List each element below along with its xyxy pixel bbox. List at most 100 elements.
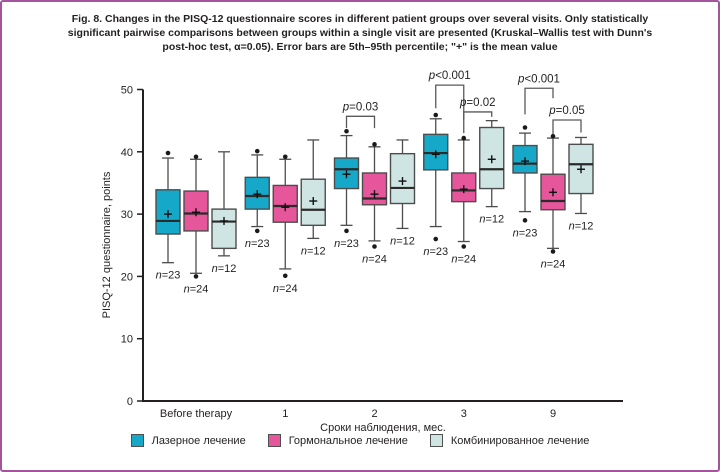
box-group-laser-0: n=23	[155, 150, 181, 282]
bracket-path	[345, 115, 376, 129]
legend-label-laser: Лазерное лечение	[151, 434, 246, 447]
series-combined: n=12 n=12 n=12 n=12 n=12	[211, 120, 594, 275]
n-label: n=12	[301, 245, 326, 257]
box-group-hormonal-3: n=24	[451, 135, 477, 265]
y-axis-title: PISQ-12 questionnaire, points	[101, 171, 113, 318]
x-tick-label: 1	[282, 408, 288, 420]
n-label: n=24	[451, 253, 476, 265]
y-tick-label: 30	[121, 209, 133, 221]
box-group-combined-2: n=12	[389, 139, 416, 247]
outlier-dot	[372, 142, 377, 147]
outlier-dot	[344, 228, 349, 234]
legend-item-laser: Лазерное лечение	[130, 434, 246, 447]
p-value-label: p=0.05	[548, 105, 585, 117]
x-tick-label: 9	[550, 408, 556, 420]
box-group-laser-3: n=23	[423, 112, 449, 258]
n-label: n=12	[212, 263, 237, 275]
outlier-dot	[254, 148, 260, 154]
outlier-dot	[344, 128, 349, 134]
legend-label-combined: Комбинированное лечение	[450, 434, 590, 447]
outlier-dot	[522, 125, 528, 130]
legend-swatch-combined	[429, 434, 443, 447]
n-label: n=12	[569, 220, 594, 232]
box-group-combined-4: n=12	[568, 136, 594, 232]
axes: 0 10 20 30 40 50 PISQ-12 questionnaire, points…	[101, 85, 623, 434]
x-tick-label: Before therapy	[160, 408, 233, 420]
box	[361, 172, 388, 206]
outlier-dot	[254, 228, 260, 234]
significance-bracket: p=0.03	[342, 101, 379, 129]
outlier-dot	[433, 112, 439, 118]
outlier-dot	[461, 135, 467, 141]
n-label: n=12	[479, 214, 504, 226]
significance-bracket: p=0.05	[548, 105, 585, 135]
box-group-hormonal-2: n=24	[361, 142, 388, 265]
n-label: n=24	[184, 283, 209, 295]
n-label: n=23	[513, 227, 538, 239]
significance-bracket: p<0.001	[517, 73, 560, 115]
x-axis-title: Сроки наблюдения, мес.	[320, 422, 446, 434]
caption-line-3: post-hoc test, α=0.05). Error bars are 5…	[162, 41, 558, 53]
n-label: n=24	[273, 283, 298, 295]
y-tick-label: 50	[121, 85, 133, 97]
caption-line-1: Fig. 8. Changes in the PISQ-12 questionn…	[71, 13, 649, 25]
legend-item-combined: Комбинированное лечение	[429, 434, 590, 447]
n-label: n=12	[390, 235, 415, 247]
outlier-dot	[282, 273, 288, 279]
legend-swatch-hormonal	[267, 434, 281, 447]
n-label: n=23	[423, 246, 448, 258]
significance-bracket: p=0.02	[459, 97, 496, 134]
outlier-dot	[550, 249, 556, 254]
box-group-hormonal-1: n=24	[272, 154, 298, 295]
outlier-dot	[461, 244, 467, 249]
bracket-path	[552, 119, 582, 135]
outlier-dot	[522, 218, 528, 223]
x-tick-label: 3	[461, 408, 467, 420]
outlier-dot	[282, 154, 288, 160]
n-label: n=24	[362, 253, 387, 265]
box-group-combined-1: n=12	[300, 139, 326, 257]
p-value-label: p<0.001	[517, 73, 560, 85]
n-label: n=24	[541, 258, 566, 270]
figure-caption: Fig. 8. Changes in the PISQ-12 questionn…	[0, 12, 720, 54]
box	[211, 208, 237, 250]
outlier-dot	[433, 236, 439, 242]
significance-bracket: p<0.001	[428, 70, 471, 120]
chart-legend: Лазерное лечение Гормональное лечение Ко…	[0, 434, 720, 447]
box-group-combined-3: n=12	[479, 120, 505, 226]
box-group-laser-2: n=23	[333, 128, 360, 250]
bracket-path	[435, 84, 465, 120]
y-tick-label: 20	[121, 271, 133, 283]
y-tick-label: 0	[127, 396, 133, 408]
box-group-combined-0: n=12	[211, 151, 237, 275]
outlier-dot	[193, 154, 199, 160]
series-laser: n=23 n=23 n=23 n=23 n=23	[155, 112, 538, 282]
outlier-dot	[372, 244, 377, 249]
x-tick-label: 2	[371, 408, 377, 420]
box-group-hormonal-0: n=24	[183, 154, 209, 295]
box	[479, 126, 505, 190]
outlier-dot	[193, 274, 199, 279]
legend-label-hormonal: Гормональное лечение	[288, 434, 408, 447]
y-tick-label: 10	[121, 334, 133, 346]
box-group-laser-1: n=23	[244, 148, 270, 250]
p-value-label: p<0.001	[428, 70, 471, 82]
box-group-hormonal-4: n=24	[540, 133, 566, 270]
outlier-dot	[165, 150, 171, 156]
n-label: n=23	[245, 238, 270, 250]
n-label: n=23	[334, 238, 359, 250]
p-value-label: p=0.03	[342, 101, 379, 113]
legend-swatch-laser	[130, 434, 144, 447]
caption-line-2: significant pairwise comparisons between…	[67, 27, 653, 39]
n-label: n=23	[156, 270, 181, 282]
outlier-dot	[550, 133, 556, 139]
bracket-path	[524, 87, 554, 115]
series-hormonal: n=24 n=24 n=24 n=24 n=24	[183, 133, 566, 295]
y-tick-label: 40	[121, 147, 133, 159]
bracket-path	[463, 111, 493, 134]
p-value-label: p=0.02	[459, 97, 496, 109]
legend-item-hormonal: Гормональное лечение	[267, 434, 408, 447]
box-group-laser-4: n=23	[512, 125, 538, 239]
